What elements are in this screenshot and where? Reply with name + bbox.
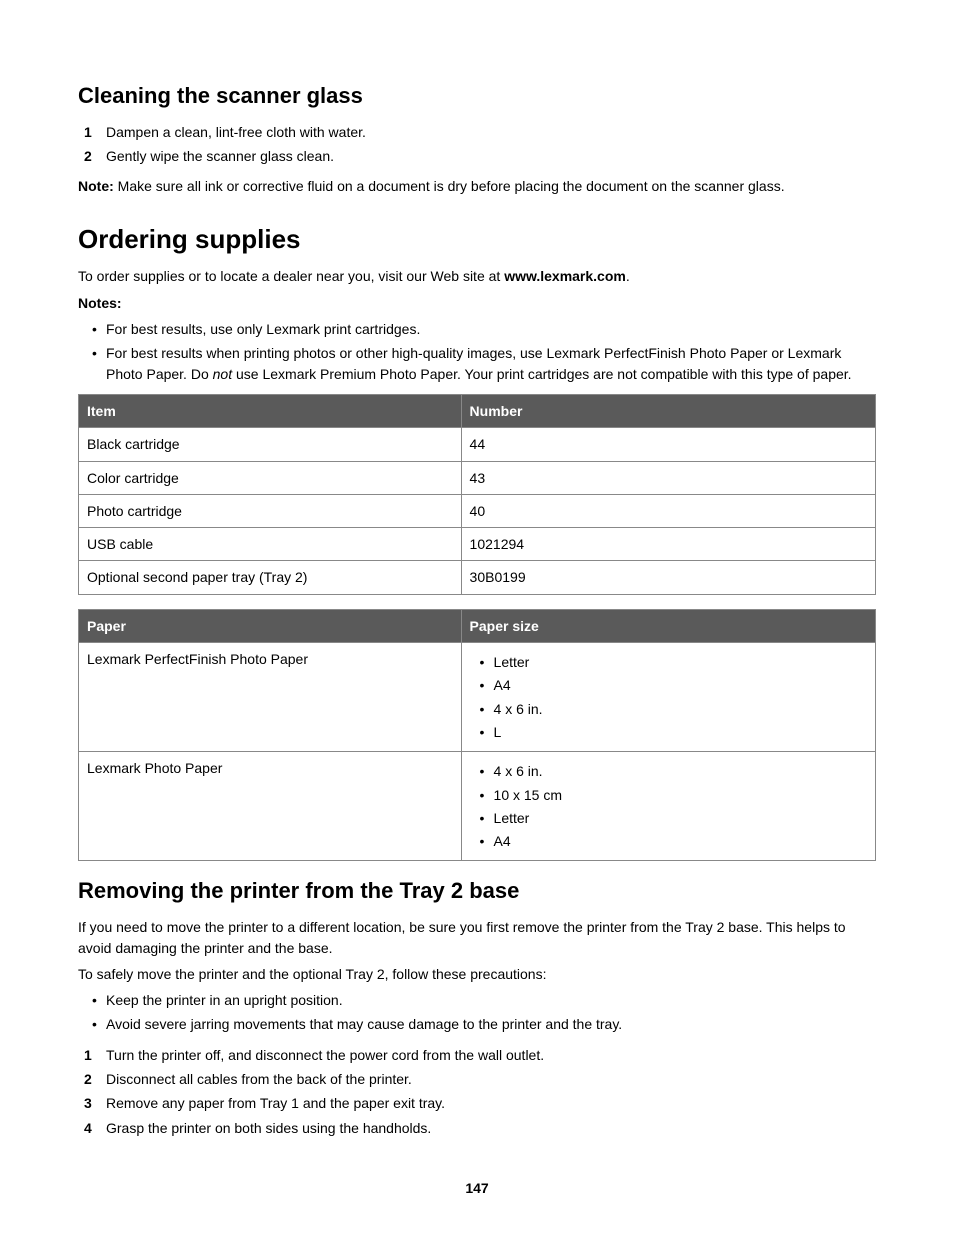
precautions-list: Keep the printer in an upright position.… [78, 990, 876, 1035]
table-row: Lexmark Photo Paper 4 x 6 in. 10 x 15 cm… [79, 752, 876, 861]
th-item: Item [79, 394, 462, 427]
size-item: 10 x 15 cm [470, 785, 867, 805]
cell-number: 44 [461, 428, 875, 461]
precaution-item: Avoid severe jarring movements that may … [78, 1014, 876, 1034]
precaution-item: Keep the printer in an upright position. [78, 990, 876, 1010]
heading-removing-printer: Removing the printer from the Tray 2 bas… [78, 875, 876, 907]
steps-cleaning: Dampen a clean, lint-free cloth with wat… [78, 122, 876, 167]
intro-post: . [626, 268, 630, 284]
cell-paper: Lexmark PerfectFinish Photo Paper [79, 643, 462, 752]
intro-url: www.lexmark.com [504, 268, 626, 284]
step-item: Grasp the printer on both sides using th… [78, 1118, 876, 1138]
removing-intro: If you need to move the printer to a dif… [78, 917, 876, 958]
note-item: For best results, use only Lexmark print… [78, 319, 876, 339]
note-label: Note: [78, 178, 114, 194]
cell-item: Photo cartridge [79, 494, 462, 527]
ordering-intro: To order supplies or to locate a dealer … [78, 266, 876, 286]
table-row: Lexmark PerfectFinish Photo Paper Letter… [79, 643, 876, 752]
cell-sizes: Letter A4 4 x 6 in. L [461, 643, 875, 752]
cell-number: 30B0199 [461, 561, 875, 594]
cell-item: Optional second paper tray (Tray 2) [79, 561, 462, 594]
notes-list: For best results, use only Lexmark print… [78, 319, 876, 384]
step-item: Disconnect all cables from the back of t… [78, 1069, 876, 1089]
size-item: 4 x 6 in. [470, 761, 867, 781]
cell-number: 40 [461, 494, 875, 527]
note-item: For best results when printing photos or… [78, 343, 876, 384]
cell-number: 1021294 [461, 528, 875, 561]
size-item: L [470, 722, 867, 742]
precautions-lead: To safely move the printer and the optio… [78, 964, 876, 984]
cell-sizes: 4 x 6 in. 10 x 15 cm Letter A4 [461, 752, 875, 861]
size-item: Letter [470, 808, 867, 828]
table-row: USB cable1021294 [79, 528, 876, 561]
cell-paper: Lexmark Photo Paper [79, 752, 462, 861]
notes-label: Notes: [78, 293, 876, 313]
th-paper-size: Paper size [461, 609, 875, 642]
size-item: A4 [470, 831, 867, 851]
heading-cleaning-scanner-glass: Cleaning the scanner glass [78, 80, 876, 112]
table-row: Black cartridge44 [79, 428, 876, 461]
step-item: Dampen a clean, lint-free cloth with wat… [78, 122, 876, 142]
note-text: Make sure all ink or corrective fluid on… [114, 178, 785, 194]
table-row: Photo cartridge40 [79, 494, 876, 527]
size-item: Letter [470, 652, 867, 672]
cell-item: Color cartridge [79, 461, 462, 494]
paper-table: Paper Paper size Lexmark PerfectFinish P… [78, 609, 876, 862]
step-item: Turn the printer off, and disconnect the… [78, 1045, 876, 1065]
th-number: Number [461, 394, 875, 427]
th-paper: Paper [79, 609, 462, 642]
note-line: Note: Make sure all ink or corrective fl… [78, 176, 876, 196]
heading-ordering-supplies: Ordering supplies [78, 221, 876, 259]
removing-steps: Turn the printer off, and disconnect the… [78, 1045, 876, 1138]
cell-item: USB cable [79, 528, 462, 561]
page-number: 147 [78, 1178, 876, 1198]
intro-pre: To order supplies or to locate a dealer … [78, 268, 504, 284]
cell-item: Black cartridge [79, 428, 462, 461]
table-row: Color cartridge43 [79, 461, 876, 494]
step-item: Remove any paper from Tray 1 and the pap… [78, 1093, 876, 1113]
size-item: A4 [470, 675, 867, 695]
supplies-table: Item Number Black cartridge44 Color cart… [78, 394, 876, 595]
note-post: use Lexmark Premium Photo Paper. Your pr… [232, 366, 851, 382]
table-row: Optional second paper tray (Tray 2)30B01… [79, 561, 876, 594]
size-item: 4 x 6 in. [470, 699, 867, 719]
step-item: Gently wipe the scanner glass clean. [78, 146, 876, 166]
cell-number: 43 [461, 461, 875, 494]
note-italic: not [213, 366, 232, 382]
